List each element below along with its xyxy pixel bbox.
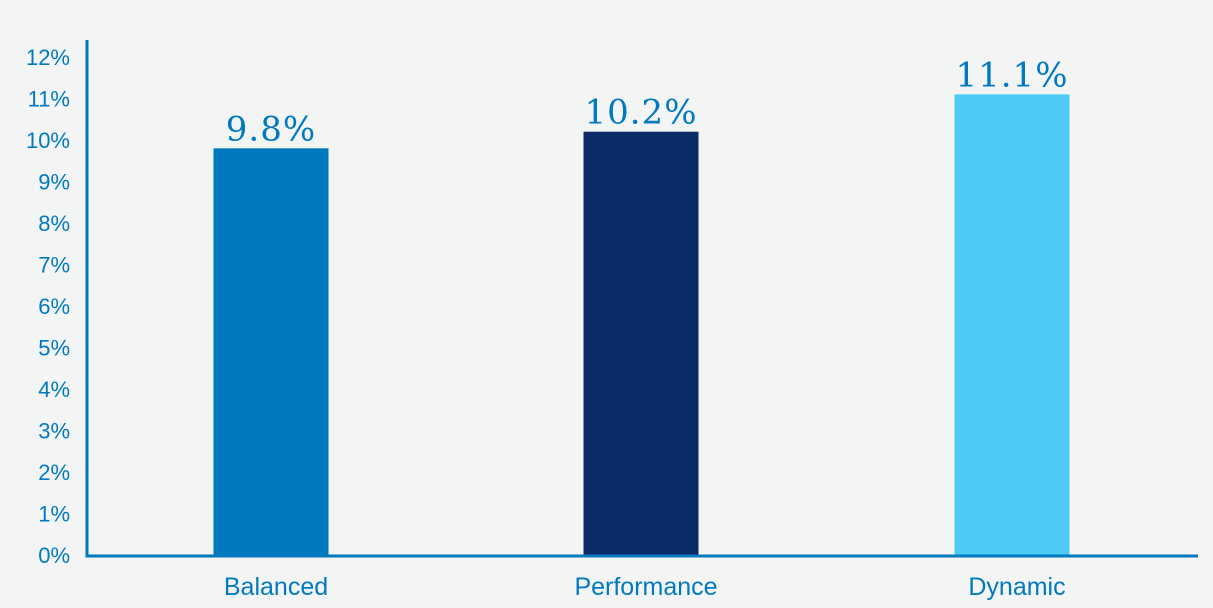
axes	[85, 40, 1198, 558]
y-tick-label: 9%	[38, 170, 70, 195]
bar-performance	[583, 131, 699, 555]
y-tick-label: 11%	[28, 87, 70, 112]
category-label-balanced: Balanced	[224, 573, 328, 601]
y-tick-label: 4%	[38, 377, 70, 402]
data-labels: 9.8% 10.2% 11.1%	[226, 55, 1068, 149]
y-tick-label: 5%	[38, 336, 70, 361]
y-tick-label: 7%	[38, 253, 70, 278]
y-axis-tick-labels: 0% 1% 2% 3% 4% 5% 6% 7% 8% 9% 10% 11% 12%	[26, 45, 70, 568]
data-label-balanced: 9.8%	[226, 109, 316, 149]
y-tick-label: 10%	[26, 128, 70, 153]
y-tick-label: 2%	[38, 460, 70, 485]
y-tick-label: 3%	[38, 419, 70, 444]
bars	[213, 94, 1070, 556]
y-tick-label: 6%	[38, 294, 70, 319]
y-tick-label: 0%	[38, 543, 70, 568]
y-tick-label: 1%	[38, 502, 70, 527]
bar-dynamic	[954, 94, 1070, 555]
category-label-dynamic: Dynamic	[968, 573, 1065, 601]
bar-balanced	[213, 148, 329, 556]
category-label-performance: Performance	[574, 573, 717, 601]
y-tick-label: 8%	[38, 211, 70, 236]
x-axis-category-labels: Balanced Performance Dynamic	[224, 573, 1066, 601]
data-label-dynamic: 11.1%	[955, 55, 1068, 95]
data-label-performance: 10.2%	[584, 93, 697, 133]
y-tick-label: 12%	[26, 45, 70, 70]
